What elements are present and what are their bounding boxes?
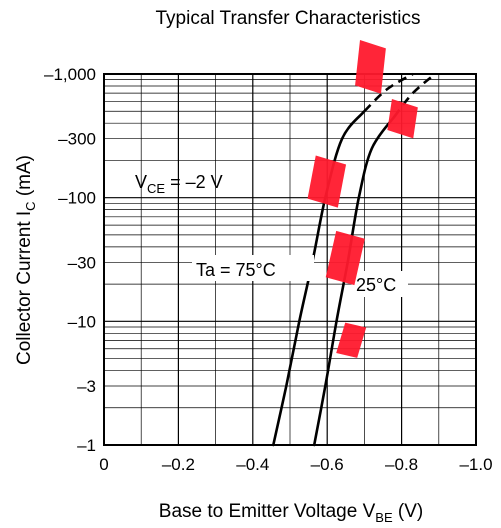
y-tick-label: –100 — [58, 189, 96, 208]
y-axis-label-unit: (mA) — [14, 155, 35, 201]
condition-label: VCE = –2 V — [135, 172, 223, 196]
x-axis-label-unit: (V) — [393, 501, 424, 522]
watermark-stroke-2 — [387, 98, 418, 139]
y-axis-label-sub: C — [23, 201, 38, 210]
x-axis-label: Base to Emitter Voltage VBE (V) — [159, 501, 423, 525]
chart-title: Typical Transfer Characteristics — [155, 8, 420, 29]
watermark-stroke-5 — [336, 322, 367, 358]
x-tick-label: –0.2 — [162, 455, 195, 474]
y-axis-label-main: Collector Current I — [14, 211, 35, 365]
y-tick-label: –30 — [68, 253, 96, 272]
watermark — [307, 40, 418, 358]
series-label-75: Ta = 75°C — [196, 260, 276, 280]
series-label-75-bg — [192, 255, 314, 281]
watermark-stroke-1 — [355, 40, 386, 94]
y-tick-label: –300 — [58, 130, 96, 149]
series-label-25-bg — [352, 271, 408, 297]
y-tick-label: –1,000 — [44, 65, 96, 84]
x-tick-labels: 0 –0.2 –0.4 –0.6 –0.8 –1.0 — [99, 455, 492, 474]
x-tick-label: –0.6 — [311, 455, 344, 474]
condition-prefix: V — [135, 172, 147, 192]
y-tick-labels: –1 –3 –10 –30 –100 –300 –1,000 — [44, 65, 96, 455]
x-tick-label: –0.8 — [385, 455, 418, 474]
plot-frame — [103, 73, 477, 446]
x-axis-label-sub: BE — [375, 510, 393, 525]
x-tick-label: –1.0 — [459, 455, 492, 474]
x-axis-label-main: Base to Emitter Voltage V — [159, 501, 376, 522]
y-tick-label: –1 — [77, 436, 96, 455]
y-tick-label: –3 — [77, 377, 96, 396]
watermark-stroke-3 — [307, 155, 347, 208]
y-tick-label: –10 — [68, 312, 96, 331]
watermark-stroke-4 — [325, 230, 365, 286]
condition-text: = –2 V — [165, 172, 223, 192]
series-label-25: 25°C — [356, 275, 396, 295]
grid — [104, 74, 476, 445]
x-tick-label: 0 — [99, 455, 108, 474]
y-axis-label: Collector Current IC (mA) — [14, 155, 38, 365]
x-tick-label: –0.4 — [236, 455, 269, 474]
condition-sub: CE — [147, 181, 165, 196]
series-line-dashed-0 — [363, 72, 414, 113]
